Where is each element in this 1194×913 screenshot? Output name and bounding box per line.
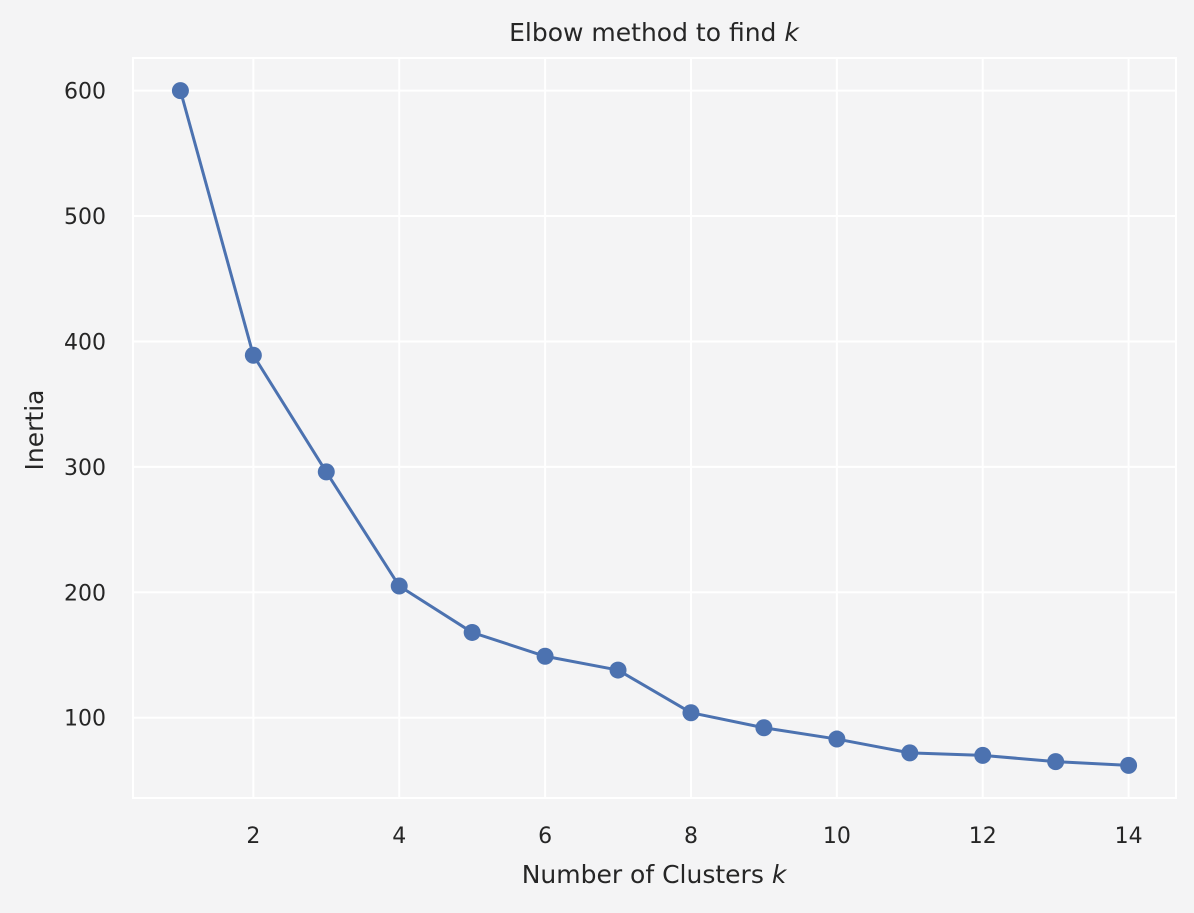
x-tick-label: 12 <box>969 824 997 849</box>
x-axis-label-variable: k <box>772 860 788 889</box>
x-axis-label-text: Number of Clusters <box>522 860 764 889</box>
tick-labels: 2 4 6 8 10 12 14 100 200 300 400 500 600 <box>64 80 1143 849</box>
x-tick-label: 4 <box>392 824 406 849</box>
plot-area-frame <box>132 57 1177 799</box>
y-tick-label: 100 <box>64 707 106 732</box>
grid <box>133 58 1176 798</box>
inertia-line <box>178 90 1129 767</box>
data-point <box>1047 753 1065 771</box>
data-point <box>755 719 773 737</box>
data-point <box>244 346 262 364</box>
y-tick-label: 600 <box>64 80 106 105</box>
data-point <box>609 661 627 679</box>
x-tick-label: 10 <box>823 824 851 849</box>
data-point <box>536 647 554 665</box>
data-point <box>171 82 189 100</box>
x-tick-label: 6 <box>538 824 552 849</box>
data-point <box>974 746 992 764</box>
y-tick-label: 400 <box>64 330 106 355</box>
x-tick-label: 8 <box>684 824 698 849</box>
x-tick-label: 14 <box>1115 824 1143 849</box>
chart-title-text: Elbow method to find <box>509 18 776 47</box>
data-point <box>682 704 700 722</box>
data-point <box>901 744 919 762</box>
data-point <box>463 623 481 641</box>
x-axis-label: Number of Clusters k <box>522 860 788 889</box>
y-tick-label: 300 <box>64 456 106 481</box>
y-tick-label: 200 <box>64 581 106 606</box>
series-layer <box>171 82 1138 774</box>
data-point <box>1120 756 1138 774</box>
chart-title: Elbow method to find k <box>509 18 800 47</box>
y-tick-label: 500 <box>64 205 106 230</box>
data-point <box>390 577 408 595</box>
x-tick-label: 2 <box>246 824 260 849</box>
chart-title-variable: k <box>784 18 800 47</box>
y-axis-label: Inertia <box>20 390 49 471</box>
data-point <box>317 463 335 481</box>
data-point <box>828 730 846 748</box>
